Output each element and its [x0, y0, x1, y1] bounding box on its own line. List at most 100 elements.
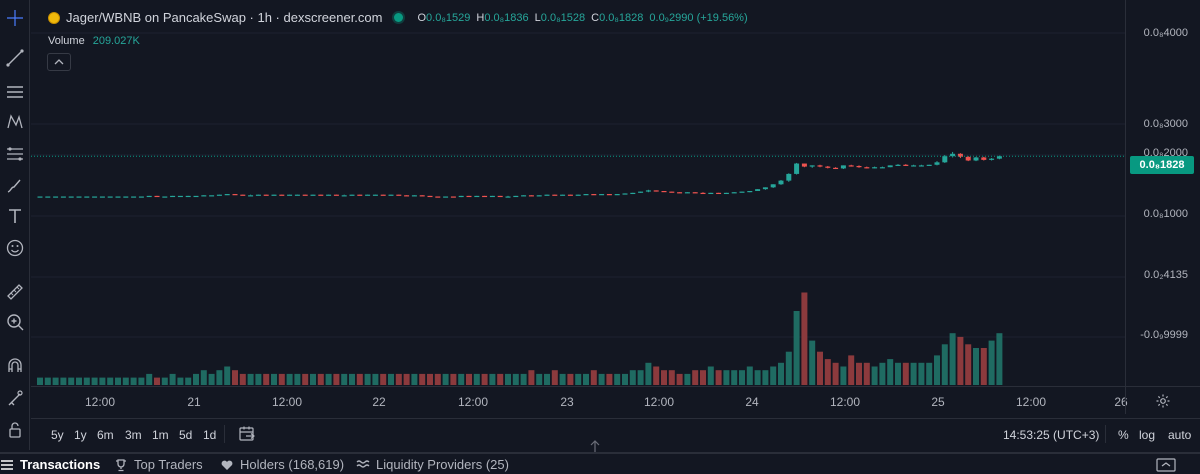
time-tick: 12:00 [1015, 395, 1047, 409]
candle-body [513, 195, 519, 198]
candle-body [37, 196, 43, 198]
range-3m-button[interactable]: 3m [125, 428, 142, 442]
volume-bar [567, 373, 574, 385]
price-tick: 0.0₂4135 [1143, 269, 1188, 281]
time-axis[interactable]: 12:00 21 12:00 22 12:00 23 12:00 24 12:0… [31, 386, 1128, 414]
volume-bar [138, 377, 145, 385]
volume-bar [37, 377, 43, 385]
candle-body [107, 196, 113, 198]
volume-bar [629, 370, 636, 385]
volume-bar [551, 370, 558, 385]
candle-body [583, 194, 589, 196]
candle-body [263, 194, 269, 196]
close-value: 0.0₈1828 [599, 11, 644, 24]
volume-bar [76, 377, 82, 385]
percent-toggle[interactable]: % [1118, 428, 1129, 442]
auto-toggle[interactable]: auto [1168, 428, 1192, 442]
candle-body [833, 167, 839, 170]
volume-bar [661, 370, 667, 385]
volume-bar [434, 373, 441, 385]
volume-bar [286, 373, 293, 385]
candle-body [606, 194, 612, 196]
volume-bar [996, 333, 1003, 385]
range-6m-button[interactable]: 6m [97, 428, 114, 442]
candle-body [201, 195, 207, 197]
text-icon[interactable] [0, 202, 30, 230]
range-1y-button[interactable]: 1y [74, 428, 87, 442]
volume-bar [52, 377, 59, 385]
tab-top-traders[interactable]: Top Traders [114, 457, 203, 472]
candle-body [489, 195, 495, 198]
horizontal-lines-icon[interactable] [0, 78, 30, 106]
expand-panel-icon[interactable] [1155, 457, 1177, 473]
calendar-goto-icon[interactable] [237, 424, 257, 444]
range-1m-button[interactable]: 1m [152, 428, 169, 442]
bottom-tabs: Transactions Top Traders Holders (168,61… [0, 452, 1200, 474]
tab-liquidity-providers[interactable]: Liquidity Providers (25) [356, 457, 509, 472]
zoom-in-icon[interactable] [0, 308, 30, 336]
candle-body [60, 196, 66, 198]
candle-body [692, 192, 698, 194]
candle-body [287, 194, 293, 196]
candle-body [396, 194, 402, 196]
pattern-icon[interactable] [0, 108, 30, 136]
price-chart[interactable] [31, 0, 1125, 386]
volume-bar [918, 362, 925, 385]
candle-body [185, 195, 191, 198]
candle-body [794, 163, 800, 174]
volume-bar [980, 348, 987, 385]
candle-body [560, 194, 566, 196]
candle-body [778, 180, 784, 185]
range-bar: 5y 1y 6m 3m 1m 5d 1d 14:53:25 (UTC+3) % … [31, 418, 1200, 448]
timezone-clock[interactable]: 14:53:25 (UTC+3) [1003, 428, 1100, 442]
candle-body [848, 165, 854, 167]
candle-body [887, 165, 893, 168]
log-toggle[interactable]: log [1139, 428, 1156, 442]
candle-body [419, 195, 425, 197]
candle-body [154, 195, 160, 198]
trend-line-icon[interactable] [0, 44, 30, 72]
ruler-icon[interactable] [0, 278, 30, 306]
range-1d-button[interactable]: 1d [203, 428, 217, 442]
candle-body [170, 195, 176, 198]
chart-settings-button[interactable] [1125, 386, 1200, 414]
candle-body [677, 192, 683, 194]
volume-bar [895, 362, 901, 385]
lock-drawing-icon[interactable] [0, 384, 30, 412]
volume-bar [349, 373, 355, 385]
lock-icon[interactable] [0, 416, 30, 444]
volume-bar [271, 373, 277, 385]
candlestick-plot[interactable] [31, 0, 1125, 386]
volume-bar [302, 373, 309, 385]
emoji-icon[interactable] [0, 234, 30, 262]
candle-body [505, 196, 511, 198]
brush-icon[interactable] [0, 172, 30, 200]
candle-body [68, 196, 74, 198]
volume-bar [325, 373, 332, 385]
volume-bar [949, 333, 956, 385]
price-axis[interactable]: 0.0₈4000 0.0₈3000 0.0₈2000 0.0₈1000 0.0₂… [1125, 0, 1200, 386]
collapse-legend-button[interactable] [47, 53, 71, 71]
candle-body [232, 194, 238, 196]
volume-bar [848, 355, 855, 385]
time-tick: 12:00 [829, 395, 861, 409]
volume-bar [91, 377, 98, 385]
volume-bar [239, 373, 246, 385]
tab-transactions[interactable]: Transactions [0, 457, 100, 472]
magnet-icon[interactable] [0, 352, 30, 380]
volume-bar [497, 373, 504, 385]
candle-body [240, 194, 246, 196]
range-5y-button[interactable]: 5y [51, 428, 64, 442]
crosshair-icon[interactable] [0, 4, 30, 32]
tab-label: Liquidity Providers (25) [376, 457, 509, 472]
tab-holders[interactable]: Holders (168,619) [220, 457, 344, 472]
candle-body [708, 192, 714, 195]
candle-body [372, 194, 378, 196]
candle-body [903, 164, 909, 166]
fib-icon[interactable] [0, 140, 30, 168]
volume-bar [645, 362, 652, 385]
candle-body [575, 194, 581, 196]
range-5d-button[interactable]: 5d [179, 428, 193, 442]
volume-bar [122, 377, 129, 385]
candle-body [723, 192, 729, 195]
